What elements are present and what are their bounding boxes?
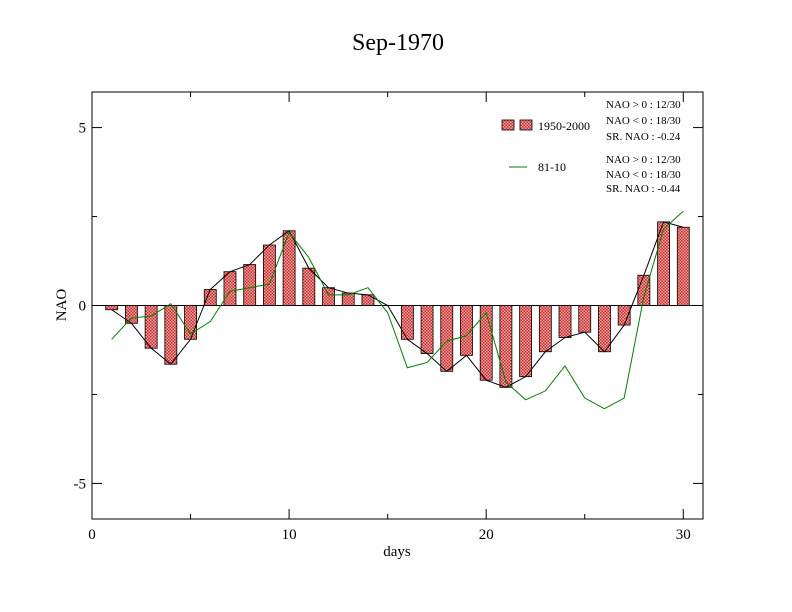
bar-day-6 — [203, 289, 217, 306]
legend-stat-pos-1: NAO > 0 : 12/30 — [606, 99, 681, 111]
y-tick-label: 0 — [79, 299, 87, 315]
bar-day-22 — [519, 305, 533, 378]
x-axis-label: days — [383, 544, 411, 560]
bar-day-30 — [676, 226, 690, 306]
bar-day-23 — [538, 305, 552, 353]
x-tick-label: 10 — [282, 527, 297, 543]
bar-day-4 — [164, 305, 178, 365]
legend: 1950-2000 81-10 NAO > 0 : 12/30 NAO < 0 … — [501, 99, 681, 195]
bar-day-11 — [302, 267, 316, 306]
legend-stat-neg-1: NAO < 0 : 18/30 — [606, 115, 681, 127]
legend-bar-swatch-left — [501, 119, 515, 131]
bar-day-12 — [322, 287, 335, 306]
bar-day-20 — [479, 305, 493, 381]
y-tick-label: 5 — [79, 121, 87, 137]
bar-day-17 — [420, 305, 434, 354]
bar-day-3 — [144, 305, 158, 349]
bar-day-8 — [243, 264, 257, 306]
legend-stat-sr-1: SR. NAO : -0.24 — [606, 131, 681, 143]
bar-day-26 — [598, 305, 611, 353]
bar-day-7 — [223, 271, 237, 306]
legend-stat-pos-2: NAO > 0 : 12/30 — [606, 154, 681, 166]
line-series-layer — [111, 210, 684, 410]
legend-label-1950-2000: 1950-2000 — [538, 119, 590, 133]
bar-day-21 — [499, 305, 513, 388]
bar-day-25 — [578, 305, 592, 333]
axis-ticks: 0 10 20 30 -5 0 5 — [74, 92, 703, 543]
bar-day-14 — [361, 294, 375, 306]
x-tick-label: 20 — [479, 527, 494, 543]
y-axis-label: NAO — [54, 289, 70, 322]
legend-stat-neg-2: NAO < 0 : 18/30 — [606, 169, 681, 181]
bar-day-28 — [637, 274, 651, 306]
bar-day-18 — [440, 305, 454, 372]
x-tick-label: 0 — [88, 527, 96, 543]
bar-day-1 — [105, 305, 119, 311]
bar-day-16 — [400, 305, 414, 340]
bar-day-9 — [262, 244, 276, 306]
legend-label-81-10: 81-10 — [538, 160, 566, 174]
legend-bar-swatch-right — [519, 119, 533, 131]
chart-title: Sep-1970 — [352, 30, 444, 56]
line-81-10 — [111, 210, 684, 410]
x-tick-label: 30 — [676, 527, 691, 543]
y-tick-label: -5 — [74, 476, 87, 492]
bar-day-10 — [282, 230, 296, 306]
line-1950-2000 — [111, 221, 684, 388]
bar-series-1950-2000 — [105, 221, 690, 388]
bar-day-24 — [558, 305, 572, 338]
legend-stat-sr-2: SR. NAO : -0.44 — [606, 183, 681, 195]
